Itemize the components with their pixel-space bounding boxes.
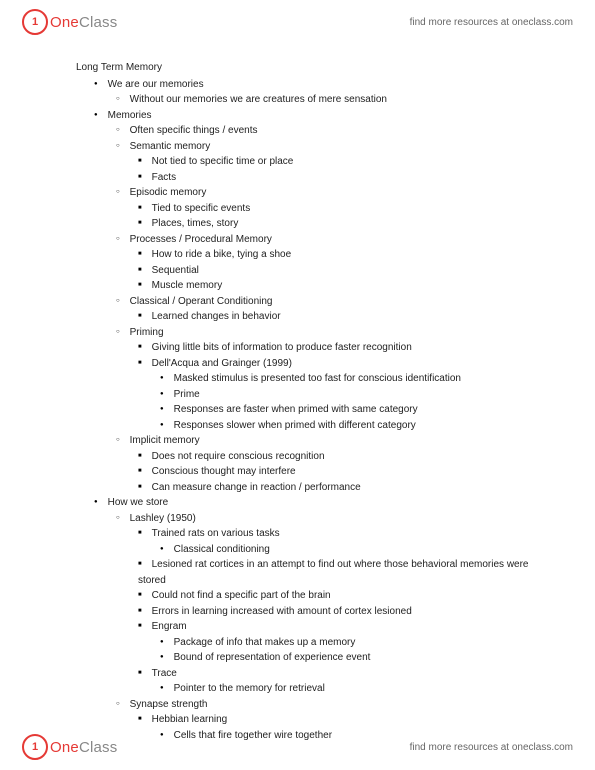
list-item: Places, times, story — [138, 216, 535, 232]
list-item: Semantic memory Not tied to specific tim… — [116, 139, 535, 186]
list-item: Muscle memory — [138, 278, 535, 294]
list-item: Facts — [138, 170, 535, 186]
list-item: Masked stimulus is presented too fast fo… — [160, 371, 535, 387]
document-body: Long Term Memory We are our memories Wit… — [0, 40, 595, 743]
list-item: Without our memories we are creatures of… — [116, 92, 535, 108]
list-item: Trained rats on various tasks Classical … — [138, 526, 535, 557]
list-item: How we store Lashley (1950) Trained rats… — [94, 495, 535, 743]
list-item: Could not find a specific part of the br… — [138, 588, 535, 604]
list-item: Does not require conscious recognition — [138, 449, 535, 465]
logo-circle-icon: 1 — [22, 734, 48, 760]
list-item: Classical conditioning — [160, 542, 535, 558]
list-item: Often specific things / events — [116, 123, 535, 139]
list-item: Errors in learning increased with amount… — [138, 604, 535, 620]
list-item: Conscious thought may interfere — [138, 464, 535, 480]
list-item: Prime — [160, 387, 535, 403]
list-item: Dell'Acqua and Grainger (1999) Masked st… — [138, 356, 535, 434]
list-item: How to ride a bike, tying a shoe — [138, 247, 535, 263]
list-item: Pointer to the memory for retrieval — [160, 681, 535, 697]
logo-circle-icon: 1 — [22, 9, 48, 35]
list-item: Can measure change in reaction / perform… — [138, 480, 535, 496]
list-item: Bound of representation of experience ev… — [160, 650, 535, 666]
list-item: Lesioned rat cortices in an attempt to f… — [138, 557, 535, 588]
brand-text: OneClass — [50, 14, 117, 31]
list-item: Lashley (1950) Trained rats on various t… — [116, 511, 535, 697]
list-item: Memories Often specific things / events … — [94, 108, 535, 496]
list-item: Classical / Operant Conditioning Learned… — [116, 294, 535, 325]
list-item: Tied to specific events — [138, 201, 535, 217]
brand-text: OneClass — [50, 739, 117, 756]
list-item: Sequential — [138, 263, 535, 279]
list-item: Not tied to specific time or place — [138, 154, 535, 170]
list-item: Implicit memory Does not require conscio… — [116, 433, 535, 495]
footer-resources-link[interactable]: find more resources at oneclass.com — [410, 742, 573, 753]
list-item: We are our memories Without our memories… — [94, 77, 535, 108]
brand-logo-footer[interactable]: 1 OneClass — [22, 734, 117, 760]
list-item: Processes / Procedural Memory How to rid… — [116, 232, 535, 294]
list-item: Learned changes in behavior — [138, 309, 535, 325]
list-item: Engram Package of info that makes up a m… — [138, 619, 535, 666]
list-item: Priming Giving little bits of informatio… — [116, 325, 535, 434]
doc-title: Long Term Memory — [76, 60, 535, 76]
brand-logo[interactable]: 1 OneClass — [22, 9, 117, 35]
list-item: Responses are faster when primed with sa… — [160, 402, 535, 418]
page-header: 1 OneClass find more resources at onecla… — [0, 0, 595, 40]
page-footer: 1 OneClass find more resources at onecla… — [0, 730, 595, 764]
list-item: Responses slower when primed with differ… — [160, 418, 535, 434]
list-item: Trace Pointer to the memory for retrieva… — [138, 666, 535, 697]
list-item: Giving little bits of information to pro… — [138, 340, 535, 356]
header-resources-link[interactable]: find more resources at oneclass.com — [410, 17, 573, 28]
list-item: Episodic memory Tied to specific events … — [116, 185, 535, 232]
list-item: Package of info that makes up a memory — [160, 635, 535, 651]
